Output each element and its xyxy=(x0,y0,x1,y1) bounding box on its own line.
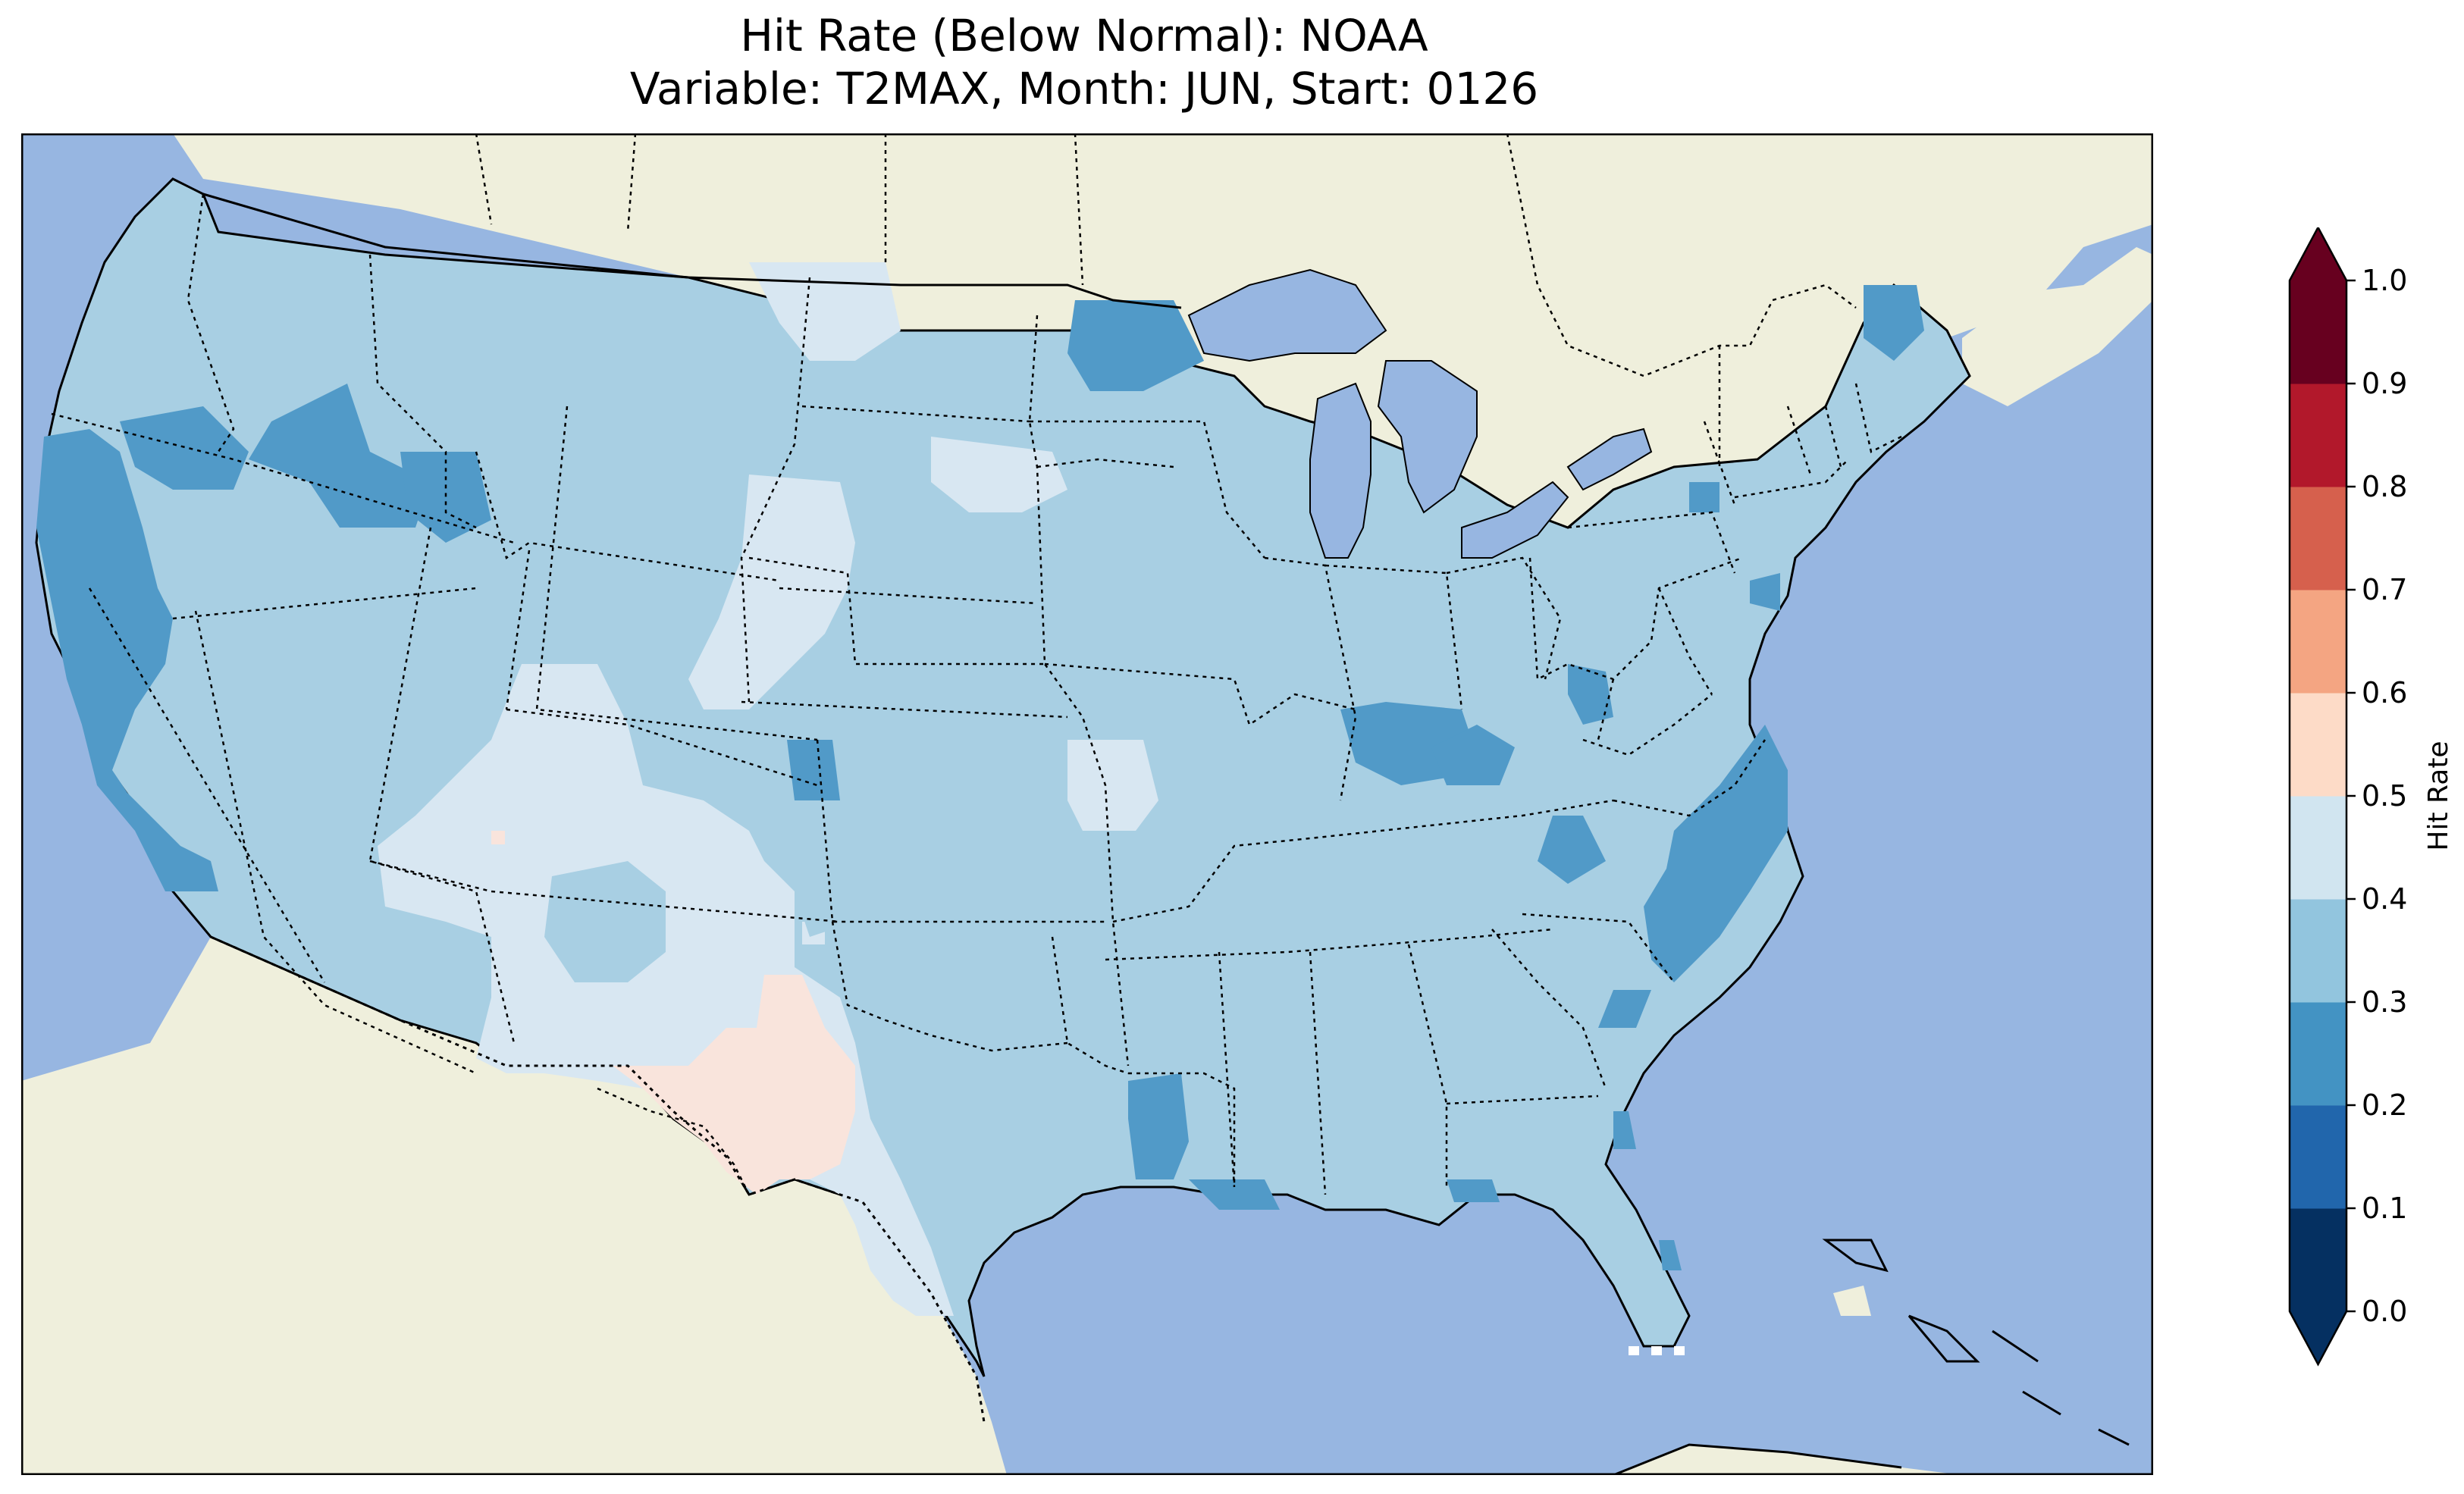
colorbar-tick-label: 0.1 xyxy=(2362,1192,2407,1225)
colorbar-bin xyxy=(2290,899,2346,1003)
baja-land xyxy=(271,990,446,1392)
colorbar-tick-label: 0.9 xyxy=(2362,367,2407,400)
us-canada-border xyxy=(202,193,1182,309)
bahamas-land xyxy=(1833,1286,1871,1316)
map-subtitle: Variable: T2MAX, Month: JUN, Start: 0126 xyxy=(629,63,1539,114)
colorbar-bin xyxy=(2290,1208,2346,1312)
colorbar-tick-label: 0.7 xyxy=(2362,573,2407,606)
colorbar-bin xyxy=(2290,280,2346,384)
maritimes-land xyxy=(1962,247,2153,406)
colorbar-bin xyxy=(2290,1105,2346,1209)
colorbar-tick-label: 0.6 xyxy=(2362,676,2407,709)
colorbar-ticks: 0.0 0.1 0.2 0.3 0.4 0.5 0.6 0.7 0.8 0.9 1.0 xyxy=(2346,264,2407,1328)
caribbean-land xyxy=(1613,1445,1962,1475)
colorbar-tick-label: 0.8 xyxy=(2362,470,2407,503)
band-0.2-0.3 xyxy=(36,285,1924,1270)
us-mexico-border xyxy=(210,935,986,1423)
colorbar-bin xyxy=(2290,384,2346,487)
colorbar-bin xyxy=(2290,487,2346,590)
colorbar-extend-under xyxy=(2290,1311,2346,1364)
colorbar-bin xyxy=(2290,796,2346,900)
colorbar-tick-label: 0.3 xyxy=(2362,985,2407,1019)
band-0.5-0.6 xyxy=(613,975,855,1195)
band-0.3-0.4-inner xyxy=(544,861,961,1104)
florida-keys xyxy=(1629,1346,1685,1355)
map-title: Hit Rate (Below Normal): NOAA xyxy=(740,10,1428,61)
colorbar-bins xyxy=(2290,280,2346,1312)
caribbean-coast xyxy=(1613,1239,2130,1475)
band-0.5-0.6-small xyxy=(491,831,505,844)
map-frame xyxy=(21,133,2153,1475)
mexico-land xyxy=(21,937,1007,1475)
colorbar-label: Hit Rate xyxy=(2423,741,2454,850)
great-lakes xyxy=(1187,268,1653,559)
colorbar-tick-label: 0.2 xyxy=(2362,1088,2407,1122)
colorbar-tick-label: 0.5 xyxy=(2362,779,2407,813)
colorbar-extend-over xyxy=(2290,227,2346,280)
colorbar: 0.0 0.1 0.2 0.3 0.4 0.5 0.6 0.7 0.8 0.9 1.0 Hit Ra… xyxy=(2288,227,2454,1367)
colorbar-bin xyxy=(2290,693,2346,797)
colorbar-tick-label: 0.0 xyxy=(2362,1295,2407,1328)
colorbar-bin xyxy=(2290,1002,2346,1106)
colorbar-tick-label: 1.0 xyxy=(2362,264,2407,297)
colorbar-bin xyxy=(2290,590,2346,694)
us-map xyxy=(21,133,2153,1475)
colorbar-tick-label: 0.4 xyxy=(2362,882,2407,916)
canada-borders xyxy=(475,133,1857,467)
